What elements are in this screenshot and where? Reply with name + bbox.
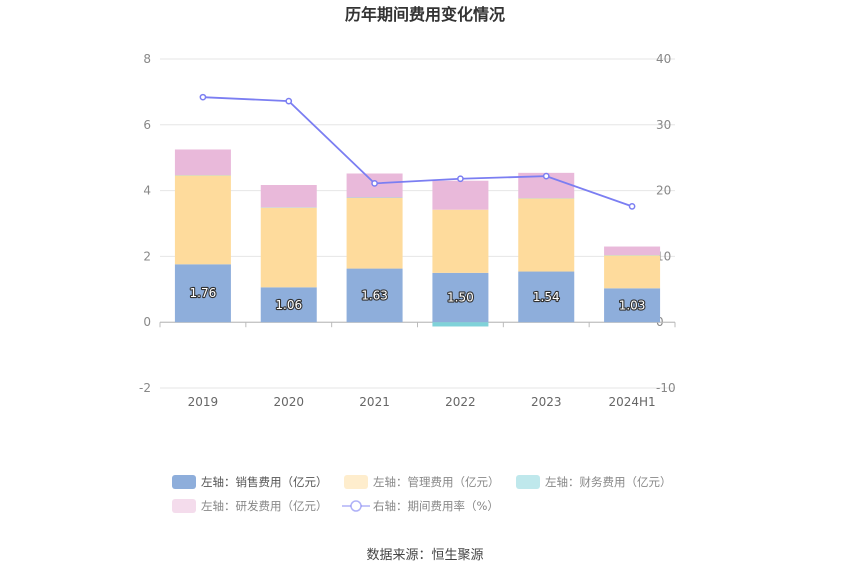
data-label: 1.63: [361, 288, 388, 302]
legend-label: 左轴：财务费用（亿元）: [545, 475, 672, 489]
bar: [174, 149, 231, 176]
series-line: [202, 96, 633, 208]
left-axis-tick-label: 4: [143, 184, 151, 198]
bar: [346, 197, 403, 269]
chart-title: 历年期间费用变化情况: [345, 5, 505, 24]
data-label: 1.03: [619, 298, 646, 312]
bar: [604, 255, 661, 289]
x-axis-tick-label: 2020: [273, 395, 304, 409]
data-labels: 1.76 1.06 1.63 1.50 1.54 1.03: [188, 285, 646, 313]
legend-swatch: [344, 475, 368, 489]
data-label: 1.76: [190, 286, 217, 300]
legend-swatch: [172, 499, 196, 513]
legend-swatch: [516, 475, 540, 489]
left-axis-tick-label: 8: [143, 52, 151, 66]
legend-label: 右轴：期间费用率（%）: [373, 499, 499, 513]
bar: [346, 268, 403, 323]
x-axis-tick-label: 2021: [359, 395, 390, 409]
bar: [518, 271, 575, 323]
series-point: [457, 175, 464, 183]
series-point: [371, 180, 378, 187]
bar: [432, 209, 489, 273]
bar: [260, 185, 317, 208]
legend-label: 左轴：销售费用（亿元）: [201, 475, 328, 489]
bar: [174, 175, 231, 265]
x-axis-tick-label: 2024H1: [608, 395, 655, 409]
x-axis-tick-label: 2023: [531, 395, 562, 409]
bar: [604, 246, 661, 256]
right-axis-tick-label: 40: [656, 52, 671, 66]
line-series: [199, 93, 636, 210]
bar: [604, 288, 661, 323]
legend-item[interactable]: 左轴：财务费用（亿元）: [516, 475, 672, 489]
legend-label: 左轴：研发费用（亿元）: [201, 499, 328, 513]
left-axis-tick-label: 0: [143, 315, 151, 329]
data-label: 1.06: [275, 298, 302, 312]
left-axis-tick-label: 2: [143, 249, 151, 263]
legend-label: 左轴：管理费用（亿元）: [373, 475, 500, 489]
source-note: 数据来源：恒生聚源: [366, 548, 483, 563]
series-point: [628, 203, 636, 210]
legend-item[interactable]: 左轴：管理费用（亿元）: [344, 475, 500, 489]
left-axis-tick-label: -2: [139, 381, 151, 395]
bar: [432, 180, 489, 210]
right-axis-tick-label: -10: [656, 381, 676, 395]
bar-series: [174, 149, 661, 327]
legend-swatch: [172, 475, 196, 489]
series-point: [542, 172, 550, 180]
series-point: [285, 97, 293, 105]
legend-marker: [350, 500, 362, 512]
series-point: [199, 93, 207, 101]
bar: [432, 322, 489, 327]
legend-item[interactable]: 左轴：销售费用（亿元）: [172, 475, 328, 489]
bar: [260, 287, 317, 323]
right-axis-tick-label: 20: [656, 184, 671, 198]
bar: [518, 198, 575, 272]
x-axis-tick-label: 2019: [188, 395, 219, 409]
legend-item[interactable]: 左轴：研发费用（亿元）: [172, 499, 328, 513]
x-axis-tick-label: 2022: [445, 395, 476, 409]
data-label: 1.50: [447, 291, 474, 305]
left-axis-tick-label: 6: [143, 118, 151, 132]
gridlines: [160, 58, 675, 389]
data-label: 1.54: [533, 290, 560, 304]
legend: 左轴：销售费用（亿元） 左轴：管理费用（亿元） 左轴：财务费用（亿元） 左轴：研发费用…: [172, 475, 672, 513]
right-axis-tick-label: 30: [656, 118, 671, 132]
bar: [174, 264, 231, 323]
bar: [432, 272, 489, 323]
bar: [260, 207, 317, 288]
legend-item[interactable]: 右轴：期间费用率（%）: [342, 499, 499, 513]
